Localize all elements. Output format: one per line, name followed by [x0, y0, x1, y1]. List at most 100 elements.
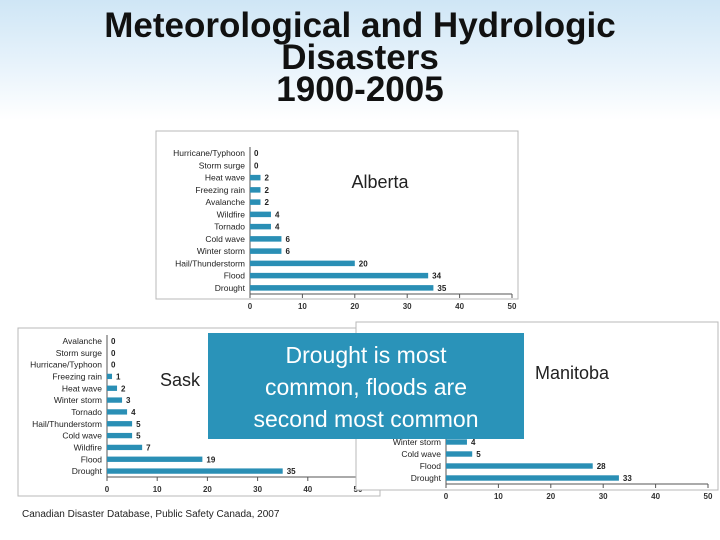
callout-line-1: Drought is most [285, 342, 447, 368]
callout-line-3: second most common [253, 406, 479, 432]
category-label: Freezing rain [195, 185, 245, 195]
x-tick-label: 30 [253, 485, 262, 494]
bar [250, 272, 429, 279]
category-label: Cold wave [401, 449, 441, 459]
category-label: Drought [215, 283, 246, 293]
category-label: Winter storm [393, 437, 441, 447]
x-tick-label: 30 [403, 302, 412, 311]
x-tick-label: 50 [704, 492, 713, 501]
value-label: 0 [111, 361, 116, 370]
callout-line-2: common, floods are [265, 374, 467, 400]
bar [446, 439, 467, 445]
category-label: Storm surge [56, 348, 103, 358]
category-label: Drought [411, 473, 442, 483]
category-label: Flood [420, 461, 442, 471]
x-tick-label: 10 [153, 485, 162, 494]
x-tick-label: 20 [546, 492, 555, 501]
bar [107, 468, 283, 474]
category-label: Tornado [214, 222, 245, 232]
bar [446, 475, 619, 481]
title-line-1: Meteorological and Hydrologic [104, 6, 616, 45]
value-label: 0 [111, 349, 116, 358]
value-label: 0 [254, 149, 259, 158]
bar [107, 444, 143, 451]
x-tick-label: 20 [203, 485, 212, 494]
bar [250, 236, 282, 242]
chart-title: Sask [160, 370, 201, 390]
category-label: Winter storm [54, 395, 102, 405]
x-tick-label: 10 [494, 492, 503, 501]
value-label: 5 [136, 432, 141, 441]
category-label: Drought [72, 466, 103, 476]
category-label: Cold wave [205, 234, 245, 244]
bar [107, 456, 203, 462]
bar [446, 451, 473, 457]
bar [107, 385, 118, 391]
category-label: Heat wave [205, 173, 245, 183]
category-label: Tornado [71, 407, 102, 417]
category-label: Hail/Thunderstorm [32, 419, 102, 429]
x-tick-label: 40 [651, 492, 660, 501]
x-tick-label: 30 [599, 492, 608, 501]
category-label: Flood [224, 271, 246, 281]
category-label: Flood [81, 454, 103, 464]
value-label: 2 [264, 186, 269, 195]
category-label: Avalanche [205, 197, 245, 207]
value-label: 4 [275, 210, 280, 219]
value-label: 20 [359, 259, 368, 268]
category-label: Freezing rain [52, 371, 102, 381]
chart-title: Alberta [351, 172, 409, 192]
value-label: 4 [471, 438, 476, 447]
category-label: Hurricane/Typhoon [30, 360, 102, 370]
bar [107, 432, 133, 439]
bar [107, 409, 128, 415]
value-label: 2 [121, 384, 126, 393]
category-label: Hail/Thunderstorm [175, 258, 245, 268]
bar [250, 223, 271, 230]
x-tick-label: 40 [455, 302, 464, 311]
x-tick-label: 0 [444, 492, 449, 501]
value-label: 28 [597, 462, 606, 471]
category-label: Storm surge [199, 160, 246, 170]
x-tick-label: 20 [350, 302, 359, 311]
title-background [0, 0, 720, 120]
bar [107, 421, 133, 427]
bar [107, 397, 123, 403]
bar [250, 260, 355, 267]
x-tick-label: 0 [248, 302, 253, 311]
callout-box: Drought is most common, floods are secon… [208, 333, 524, 439]
category-label: Winter storm [197, 246, 245, 256]
chart-frame [155, 130, 519, 300]
value-label: 5 [476, 450, 481, 459]
x-tick-label: 40 [303, 485, 312, 494]
bar [250, 211, 271, 218]
title-line-3: 1900-2005 [276, 70, 444, 109]
category-label: Avalanche [62, 336, 102, 346]
value-label: 35 [287, 467, 296, 476]
value-label: 35 [437, 284, 446, 293]
bar [250, 174, 261, 181]
x-tick-label: 0 [105, 485, 110, 494]
value-label: 33 [623, 474, 632, 483]
value-label: 34 [432, 272, 441, 281]
value-label: 2 [264, 198, 269, 207]
bar [250, 199, 261, 205]
value-label: 5 [136, 420, 141, 429]
category-label: Heat wave [62, 383, 102, 393]
bar [250, 285, 434, 291]
value-label: 6 [285, 247, 290, 256]
bar [250, 187, 261, 193]
bar [250, 248, 282, 254]
title-line-2: Disasters [281, 38, 439, 77]
x-tick-label: 10 [298, 302, 307, 311]
value-label: 19 [206, 455, 215, 464]
value-label: 4 [275, 223, 280, 232]
category-label: Cold wave [62, 431, 102, 441]
category-label: Hurricane/Typhoon [173, 148, 245, 158]
x-tick-label: 50 [508, 302, 517, 311]
bar [446, 463, 593, 469]
chart-title: Manitoba [535, 363, 610, 383]
source-note: Canadian Disaster Database, Public Safet… [22, 509, 280, 520]
